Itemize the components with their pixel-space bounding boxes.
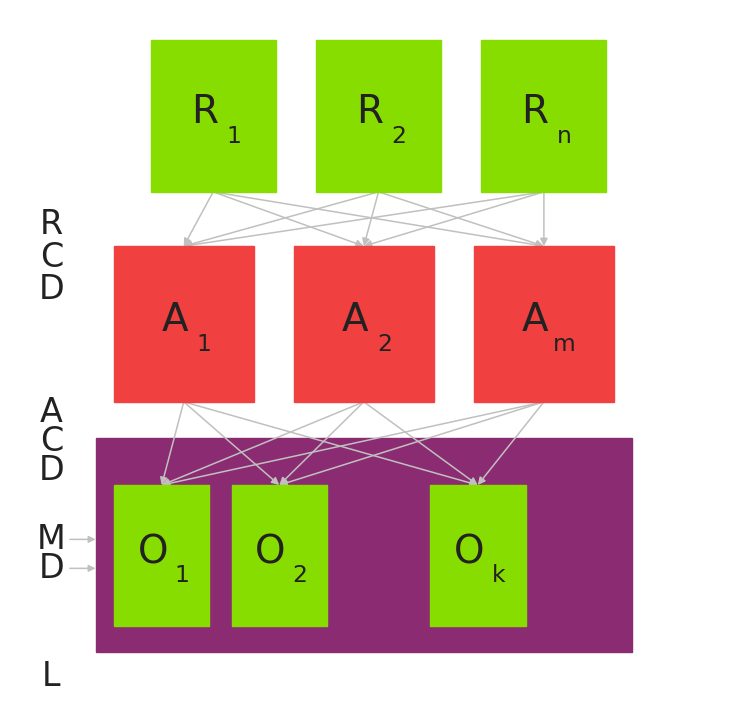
Text: O: O xyxy=(137,533,168,571)
Text: O: O xyxy=(453,533,484,571)
Text: C: C xyxy=(40,240,63,274)
FancyBboxPatch shape xyxy=(232,485,327,626)
Text: D: D xyxy=(38,454,65,487)
Text: A: A xyxy=(162,301,188,340)
Text: A: A xyxy=(522,301,548,340)
Text: A: A xyxy=(342,301,368,340)
Text: 1: 1 xyxy=(226,125,241,148)
FancyBboxPatch shape xyxy=(430,485,526,626)
FancyBboxPatch shape xyxy=(316,40,441,192)
Text: n: n xyxy=(557,125,572,148)
Text: O: O xyxy=(255,533,286,571)
Text: D: D xyxy=(38,552,65,585)
FancyBboxPatch shape xyxy=(481,40,606,192)
Text: C: C xyxy=(40,425,63,458)
Text: 1: 1 xyxy=(197,333,212,355)
FancyBboxPatch shape xyxy=(114,246,254,402)
Text: 1: 1 xyxy=(175,565,190,587)
FancyBboxPatch shape xyxy=(151,40,276,192)
FancyBboxPatch shape xyxy=(114,485,209,626)
Text: 2: 2 xyxy=(392,125,406,148)
FancyBboxPatch shape xyxy=(474,246,614,402)
Text: A: A xyxy=(40,396,63,429)
Text: D: D xyxy=(38,273,65,306)
Text: R: R xyxy=(40,208,63,241)
FancyBboxPatch shape xyxy=(294,246,434,402)
Text: 2: 2 xyxy=(377,333,392,355)
Text: R: R xyxy=(356,93,383,131)
FancyBboxPatch shape xyxy=(96,438,632,652)
Text: R: R xyxy=(522,93,548,131)
Text: R: R xyxy=(191,93,218,131)
Text: M: M xyxy=(37,523,66,556)
Text: m: m xyxy=(553,333,576,355)
Text: k: k xyxy=(492,565,505,587)
Text: 2: 2 xyxy=(293,565,307,587)
Text: L: L xyxy=(42,660,61,694)
